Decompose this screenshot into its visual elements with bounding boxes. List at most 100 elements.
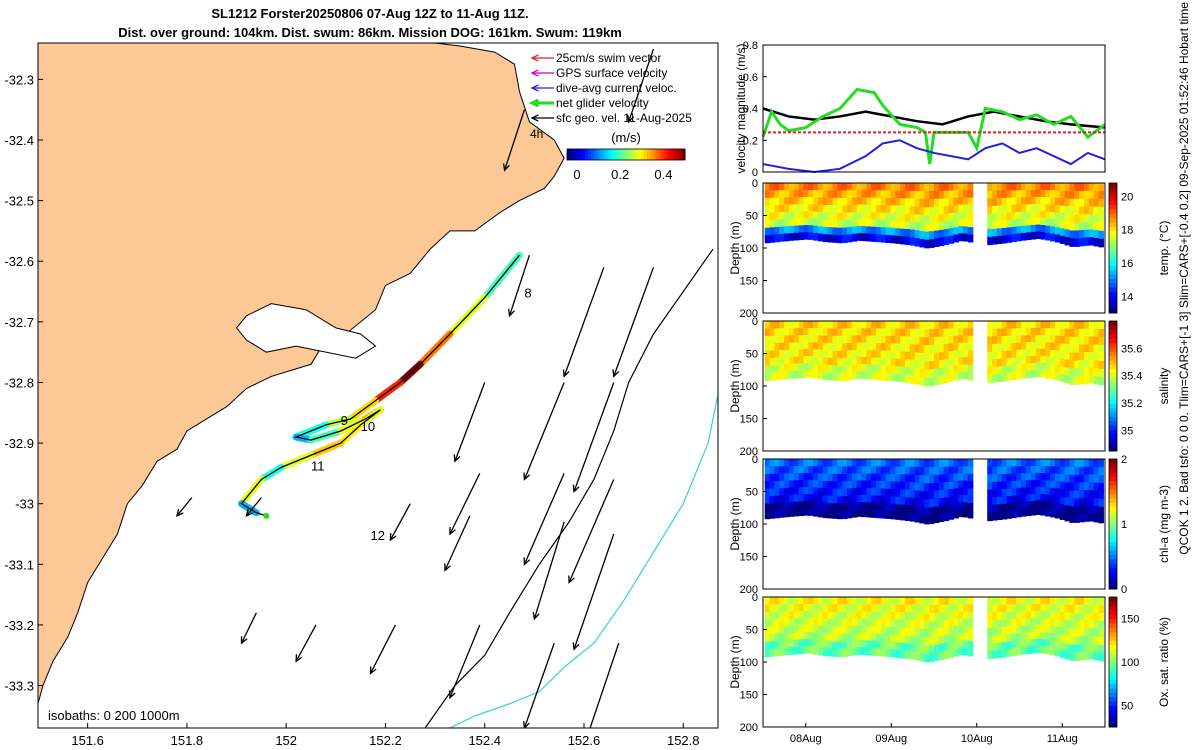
section-cell	[938, 498, 945, 507]
section-cell	[987, 183, 993, 192]
section-cell	[846, 321, 853, 329]
section-cell	[900, 650, 906, 659]
section-cell	[866, 226, 872, 235]
section-cell	[1098, 604, 1104, 614]
section-cell	[1006, 357, 1013, 366]
section-cell	[1098, 190, 1104, 200]
section-cell	[769, 212, 776, 221]
section-cell	[953, 190, 959, 199]
section-cell	[827, 190, 834, 199]
section-cell	[963, 611, 969, 620]
map-y-tick-label: -33.1	[4, 557, 34, 572]
section-cell	[764, 373, 771, 382]
section-cell	[788, 190, 795, 198]
section-cell	[1083, 612, 1090, 621]
section-cell	[924, 491, 930, 501]
arrow-head	[523, 472, 531, 481]
section-cell	[929, 337, 935, 346]
section-cell	[856, 501, 863, 510]
section-colorbar-cell	[1109, 274, 1117, 279]
section-cell	[813, 480, 819, 489]
section-cell	[919, 490, 925, 500]
section-cell	[813, 204, 819, 213]
map-x-tick-label: 151.8	[171, 733, 204, 748]
section-cell	[943, 198, 950, 207]
section-cell	[924, 231, 930, 241]
section-cell	[1098, 466, 1104, 476]
section-cell	[1035, 341, 1042, 350]
section-cell	[793, 473, 800, 481]
section-cell	[924, 353, 930, 363]
section-colorbar-cell	[1109, 618, 1117, 624]
geo-velocity-vector	[507, 254, 531, 318]
section-cell	[987, 474, 993, 483]
section-cell	[1064, 635, 1071, 644]
section-cell	[963, 495, 969, 504]
section-cell	[1025, 597, 1032, 605]
section-cell	[1040, 459, 1046, 467]
section-cell	[875, 197, 882, 206]
section-cell	[875, 597, 882, 605]
section-cell	[943, 359, 950, 368]
section-cell	[963, 618, 969, 627]
section-cell	[1054, 473, 1061, 482]
section-cell	[803, 190, 809, 198]
section-colorbar-frame	[1108, 458, 1118, 590]
section-cell	[837, 466, 843, 475]
section-colorbar-cell	[1109, 502, 1117, 508]
section-cell	[909, 221, 916, 231]
section-cell	[1016, 357, 1022, 365]
map-y-tick-label: -32.8	[4, 375, 34, 390]
section-cell	[1059, 642, 1066, 651]
section-cell	[871, 618, 877, 627]
section-cell	[1088, 206, 1095, 215]
section-cell	[1045, 363, 1051, 372]
section-cell	[1045, 370, 1051, 379]
section-cell	[788, 335, 795, 344]
section-cell	[846, 473, 853, 482]
section-cell	[798, 356, 805, 364]
section-cell	[1001, 373, 1008, 382]
arrow-head	[572, 484, 580, 493]
section-cell	[788, 604, 795, 612]
section-cell	[958, 494, 964, 503]
section-colorbar-tick-label: 16	[1121, 258, 1133, 270]
section-cell	[1079, 360, 1085, 369]
section-cell	[808, 363, 814, 371]
section-cell	[837, 321, 843, 330]
section-cell	[866, 197, 872, 206]
section-cell	[943, 482, 950, 491]
section-cell	[992, 366, 998, 375]
section-cell	[1069, 214, 1075, 224]
section-cell	[909, 482, 916, 491]
section-cell	[1035, 645, 1042, 653]
section-cell	[813, 473, 819, 481]
section-cell	[1064, 375, 1071, 384]
section-cell	[842, 503, 848, 512]
section-cell	[779, 647, 785, 656]
section-cell	[764, 212, 771, 221]
section-cell	[904, 328, 911, 337]
section-cell	[1050, 618, 1056, 627]
section-cell	[808, 328, 814, 336]
section-cell	[996, 373, 1003, 383]
section-cell	[832, 328, 838, 337]
section-cell	[793, 480, 800, 489]
section-cell	[832, 227, 838, 236]
section-cell	[875, 459, 882, 467]
section-cell	[1016, 502, 1022, 511]
section-cell	[900, 228, 906, 237]
section-cell	[1025, 232, 1032, 241]
section-cell	[793, 370, 800, 379]
section-cell	[1016, 633, 1022, 641]
section-cell	[842, 220, 848, 229]
section-cell	[996, 328, 1003, 337]
section-cell	[817, 509, 824, 518]
section-cell	[788, 225, 795, 234]
section-cell	[774, 495, 780, 504]
legend-arrow	[530, 54, 554, 62]
section-cell	[1050, 342, 1056, 351]
section-cell	[1054, 219, 1061, 228]
section-cell	[1074, 183, 1080, 192]
section-cell	[788, 597, 795, 605]
